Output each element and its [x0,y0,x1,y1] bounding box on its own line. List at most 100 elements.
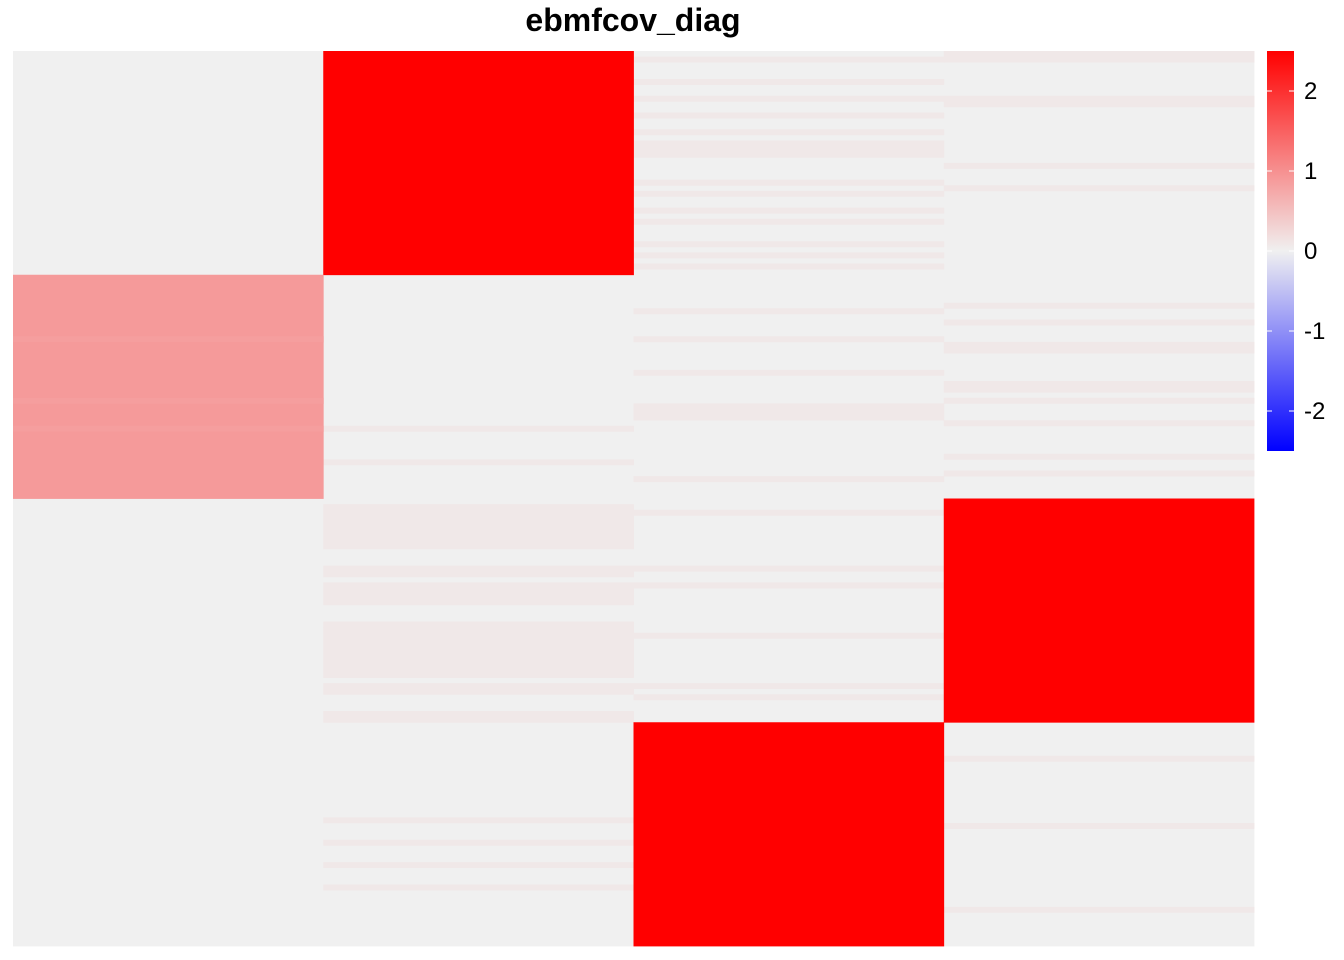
heatmap-cell-row [323,817,634,824]
heatmap-cell-row [323,671,634,678]
heatmap-cell-row [323,839,634,846]
heatmap-cell-row [323,543,634,550]
heatmap-cell-row [323,425,634,432]
heatmap-cell-row [633,218,945,225]
heatmap-cell-row [633,78,945,85]
heatmap-cell-row [323,504,634,511]
heatmap-cell-row [323,711,634,718]
heatmap-cell-row [943,470,1255,477]
heatmap-cell-row [633,95,945,102]
colorbar-tick-label: -2 [1304,398,1325,425]
heatmap-cell-row [943,341,1255,348]
heatmap-cell-row [323,683,634,690]
heatmap-cell-row [323,593,634,600]
heatmap-block [323,51,634,276]
heatmap-cell [13,51,324,276]
heatmap-cell-row [633,308,945,315]
heatmap-cell-row [323,660,634,667]
heatmap-cell-row [943,56,1255,63]
heatmap-block [943,498,1255,723]
chart-title: ebmfcov_diag [525,2,741,38]
heatmap-cell-row [633,369,945,376]
heatmap-cell-row [633,241,945,248]
heatmap-cell-row [323,588,634,594]
heatmap-cell-row [323,565,634,572]
heatmap-cell-row [943,386,1255,393]
heatmap-cell-row [633,151,945,158]
heatmap-cell-row [323,884,634,891]
heatmap-cell-row [323,509,634,516]
heatmap-block [13,274,324,499]
heatmap-cell-row [323,459,634,466]
heatmap-cell-row [323,582,634,589]
colorbar-tick-label: 0 [1304,238,1317,265]
heatmap-cell-row [323,632,634,639]
heatmap-cell-row [323,666,634,673]
heatmap-cell-row [943,420,1255,427]
heatmap-cell-row [323,599,634,606]
heatmap-block [633,722,945,947]
heatmap-cell-row [633,683,945,690]
heatmap-cell-row [943,302,1255,309]
heatmap-cell-row [943,755,1255,762]
heatmap-cell [323,722,634,947]
heatmap-cell-row [943,95,1255,102]
colorbar-tick-label: -1 [1304,318,1325,345]
heatmap-cells [13,51,1255,947]
heatmap-cell-row [943,51,1255,57]
heatmap-cell-row [13,336,324,343]
heatmap-cell-row [323,638,634,645]
heatmap-cell-row [633,190,945,197]
heatmap-cell-row [943,397,1255,404]
heatmap-cell [13,498,324,723]
colorbar-tick-label: 2 [1304,78,1317,105]
heatmap-cell-row [323,716,634,723]
heatmap-cell-row [323,515,634,522]
heatmap-cell-row [323,862,634,869]
heatmap-cell-row [633,179,945,186]
heatmap-cell-row [943,162,1255,169]
heatmap-cell-row [633,409,945,415]
heatmap-cell-row [13,425,324,432]
colorbar-tick-label: 1 [1304,158,1317,185]
heatmap-cell-row [323,688,634,695]
heatmap-cell-row [633,403,945,410]
heatmap-cell-row [633,129,945,136]
heatmap-cell [633,51,945,276]
heatmap-cell-row [323,571,634,578]
heatmap-cell-row [633,694,945,701]
heatmap-cell-row [323,643,634,650]
heatmap-cell-row [633,112,945,119]
heatmap-cell-row [633,414,945,421]
heatmap-cell-row [943,101,1255,108]
heatmap-cell-row [323,621,634,628]
heatmap-cell-row [323,526,634,533]
heatmap-cell-row [943,185,1255,192]
heatmap-cell-row [943,347,1255,354]
heatmap-cell-row [633,252,945,259]
heatmap-cell-row [323,655,634,662]
heatmap-cell-row [943,822,1255,829]
heatmap-cell-row [943,906,1255,913]
heatmap-cell-row [943,453,1255,460]
heatmap-cell-row [633,336,945,343]
heatmap-cell-row [943,381,1255,388]
heatmap-cell-row [323,627,634,634]
heatmap-cell-row [633,207,945,214]
heatmap-cell-row [943,319,1255,326]
heatmap-cell [13,722,324,947]
heatmap-cell-row [633,582,945,589]
heatmap-cell-row [323,532,634,539]
heatmap-cell-row [323,520,634,527]
heatmap-cell-row [323,537,634,544]
heatmap-cell-row [633,509,945,516]
colorbar-ticks: 2 1 0 -1 -2 [1267,78,1325,425]
heatmap-cell-row [633,140,945,147]
heatmap-cell-row [633,476,945,483]
heatmap-cell-row [633,632,945,639]
heatmap-cell-row [13,397,324,404]
heatmap-cell-row [633,56,945,63]
heatmap-cell-row [323,649,634,656]
heatmap-cell-row [633,263,945,270]
